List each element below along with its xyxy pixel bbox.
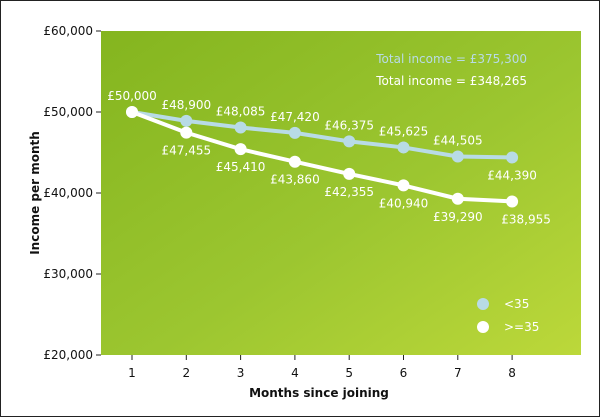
data-label-under-35: £44,505 <box>433 134 483 148</box>
x-tick-label: 7 <box>454 366 462 380</box>
y-tick-label: £30,000 <box>43 267 93 281</box>
legend-label-35-plus: >=35 <box>504 320 539 334</box>
data-label-under-35: £48,085 <box>216 105 266 119</box>
data-point-35-plus <box>506 195 519 208</box>
y-tick-label: £20,000 <box>43 348 93 362</box>
total-income-35-plus: Total income = £348,265 <box>375 74 527 88</box>
data-label-35-plus: £38,955 <box>501 212 551 226</box>
data-label-under-35: £44,390 <box>487 168 537 182</box>
data-label-35-plus: £40,940 <box>379 196 429 210</box>
data-point-under-35 <box>288 126 301 139</box>
data-label-layer: £50,000 £48,900 £48,085 £47,420 £46,375 £45,6… <box>107 89 551 226</box>
data-label-under-35: £50,000 <box>107 89 157 103</box>
data-label-35-plus: £39,290 <box>433 210 483 224</box>
data-point-under-35 <box>506 151 519 164</box>
data-point-under-35 <box>451 150 464 163</box>
x-axis: 1 2 3 4 5 6 7 8 <box>128 355 516 380</box>
y-tick-label: £60,000 <box>43 24 93 38</box>
data-point-35-plus <box>451 192 464 205</box>
data-point-under-35 <box>234 121 247 134</box>
data-point-35-plus <box>397 179 410 192</box>
x-tick-label: 8 <box>508 366 516 380</box>
legend-label-under-35: <35 <box>504 297 529 311</box>
y-axis-title: Income per month <box>28 131 42 255</box>
series-line-35-plus <box>130 110 515 204</box>
legend: <35 >=35 <box>477 297 539 334</box>
data-label-under-35: £46,375 <box>324 118 374 132</box>
data-point-35-plus <box>288 155 301 168</box>
y-axis: £20,000 £30,000 £40,000 £50,000 £60,000 <box>43 24 101 362</box>
data-point-35-plus <box>126 106 138 118</box>
x-tick-label: 4 <box>291 366 299 380</box>
data-label-35-plus: £47,455 <box>161 144 211 158</box>
data-point-35-plus <box>234 143 247 156</box>
x-tick-label: 6 <box>400 366 408 380</box>
data-point-35-plus <box>180 126 193 139</box>
data-label-under-35: £47,420 <box>270 110 320 124</box>
data-point-35-plus <box>343 167 356 180</box>
x-axis-title: Months since joining <box>249 386 389 400</box>
data-label-under-35: £45,625 <box>379 124 429 138</box>
legend-marker-35-plus <box>477 321 489 333</box>
data-point-under-35 <box>397 141 410 154</box>
legend-marker-under-35 <box>477 298 489 310</box>
x-tick-label: 5 <box>345 366 353 380</box>
x-tick-label: 2 <box>182 366 190 380</box>
data-point-under-35 <box>343 135 356 148</box>
data-point-under-35 <box>180 114 193 127</box>
data-label-35-plus: £45,410 <box>216 160 266 174</box>
data-label-35-plus: £42,355 <box>324 185 374 199</box>
data-label-35-plus: £43,860 <box>270 173 320 187</box>
series-line-under-35 <box>130 110 515 160</box>
x-tick-label: 3 <box>237 366 245 380</box>
total-income-under-35: Total income = £375,300 <box>375 52 527 66</box>
series-layer <box>126 106 519 208</box>
data-label-under-35: £48,900 <box>161 98 211 112</box>
y-tick-label: £50,000 <box>43 105 93 119</box>
plot-area <box>101 31 581 355</box>
x-tick-label: 1 <box>128 366 136 380</box>
y-tick-label: £40,000 <box>43 186 93 200</box>
